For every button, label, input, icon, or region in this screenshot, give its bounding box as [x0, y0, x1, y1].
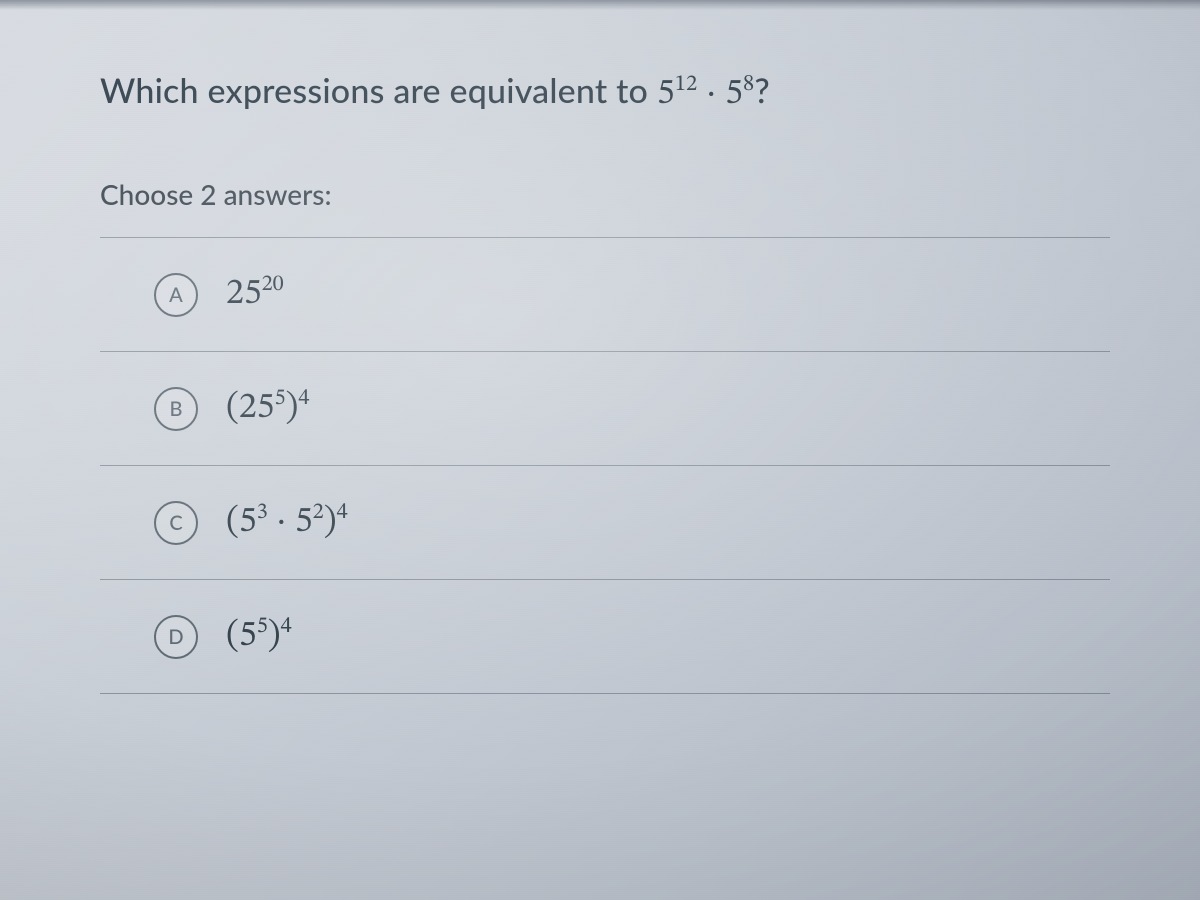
- answer-choice-b[interactable]: B (255)4: [100, 351, 1110, 465]
- choice-letter: D: [168, 625, 183, 649]
- choice-expression: (255)4: [226, 386, 309, 431]
- choice-expression: (55)4: [226, 614, 292, 659]
- answer-choice-d[interactable]: D (55)4: [100, 579, 1110, 694]
- answer-choice-c[interactable]: C (53 · 52)4: [100, 465, 1110, 579]
- question-text: Which expressions are equivalent to 512 …: [100, 70, 1110, 117]
- choice-bubble[interactable]: D: [154, 615, 198, 659]
- choice-expression: (53 · 52)4: [226, 500, 348, 545]
- choose-instruction: Choose 2 answers:: [100, 177, 1110, 211]
- question-card: Which expressions are equivalent to 512 …: [0, 0, 1200, 734]
- choice-bubble[interactable]: A: [154, 273, 198, 317]
- question-prefix: Which expressions are equivalent to: [100, 70, 657, 111]
- choice-letter: B: [170, 397, 183, 421]
- choice-letter: C: [169, 511, 182, 535]
- choice-expression: 2520: [226, 272, 284, 317]
- answer-choice-list: A 2520 B (255)4 C (53 · 52)4: [100, 237, 1110, 694]
- choice-bubble[interactable]: B: [154, 387, 198, 431]
- choice-letter: A: [169, 283, 183, 307]
- choice-bubble[interactable]: C: [154, 501, 198, 545]
- question-expression: 512 · 58: [657, 76, 755, 112]
- answer-choice-a[interactable]: A 2520: [100, 237, 1110, 351]
- question-suffix: ?: [754, 70, 770, 111]
